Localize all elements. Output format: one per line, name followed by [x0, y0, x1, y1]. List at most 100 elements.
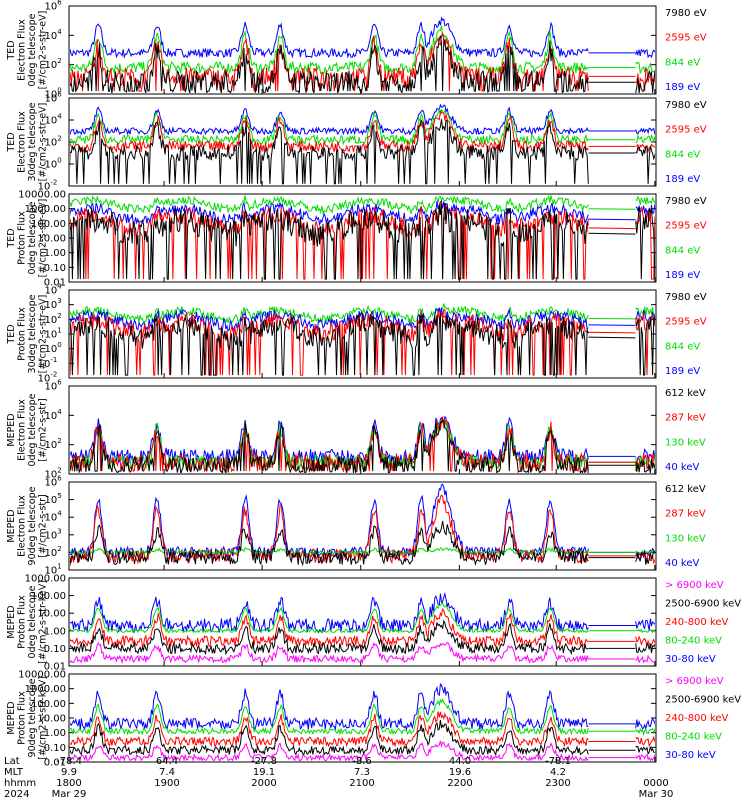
legend-entry: 7980 eV — [665, 292, 707, 303]
series-line-blue — [70, 16, 655, 59]
footer-lat: -8.6 — [352, 756, 372, 767]
footer-mlt: 4.2 — [550, 767, 566, 778]
panel-frame — [68, 577, 657, 667]
y-tick-label: 1000.00 — [25, 574, 66, 585]
y-axis-label: TEDElectron Flux0deg telescope[#/cm2-s-s… — [6, 11, 49, 90]
legend-entry: 612 keV — [665, 388, 706, 399]
footer-lat: -78.1 — [545, 756, 571, 767]
series-line-green — [70, 602, 655, 634]
legend-entry: 844 eV — [665, 245, 700, 256]
legend-entry: 30-80 keV — [665, 750, 716, 761]
y-tick-label: 1.00 — [44, 248, 66, 259]
legend-entry: 80-240 keV — [665, 636, 722, 647]
y-tick-label: 106 — [44, 475, 62, 489]
y-tick-label: 0.10 — [44, 263, 66, 274]
legend-entry: 40 keV — [665, 558, 699, 569]
y-axis-label: MEPEDElectron Flux0deg telescope[#/cm2-s… — [6, 393, 49, 466]
series-line-black — [70, 719, 655, 757]
legend-entry: 240-800 keV — [665, 617, 729, 628]
y-axis-label: MEPEDProton Flux90deg telescope[#/cm2-s-… — [6, 676, 49, 760]
legend-entry: 189 eV — [665, 174, 700, 185]
footer-hhmm: 2200 — [447, 778, 472, 789]
gap-line-blue — [588, 324, 636, 326]
series-line-magenta — [70, 740, 655, 761]
footer-mlt: 19.1 — [253, 767, 275, 778]
series-line-green — [70, 698, 655, 736]
series-line-green — [70, 195, 655, 216]
panel-frame — [68, 481, 657, 571]
legend-entry: 130 keV — [665, 533, 706, 544]
y-tick-label: 1.00 — [44, 626, 66, 637]
legend-entry: 612 keV — [665, 484, 706, 495]
gap-line-red — [588, 227, 636, 230]
series-line-black — [70, 203, 655, 280]
y-axis-label: TEDProton Flux0deg telescope[#/cm2-s-str… — [6, 199, 49, 278]
panel-8: 10000.00 1000.00 100.00 10.00 1.00 0.10 0.01ME… — [6, 670, 741, 769]
legend-entry: 2595 eV — [665, 125, 707, 136]
gap-line-blue — [588, 218, 636, 221]
y-tick-label: 10000.00 — [18, 670, 66, 681]
footer-mlt: 7.4 — [159, 767, 175, 778]
panel-frame — [68, 385, 657, 475]
legend-entry: > 6900 keV — [665, 676, 724, 687]
series-line-blue — [70, 682, 655, 732]
panel-7: 1000.00 100.00 10.00 1.00 0.10 0.01MEPEDProto… — [6, 574, 741, 673]
y-tick-label: 104 — [44, 283, 62, 297]
legend-entry: 130 keV — [665, 437, 706, 448]
y-axis-label: MEPEDElectron Flux90deg telescope[#/cm2-… — [6, 486, 49, 565]
legend-entry: 189 eV — [665, 82, 700, 93]
legend-entry: 240-800 keV — [665, 713, 729, 724]
footer-hhmm: 0000 — [643, 778, 668, 789]
y-tick-label: 0.01 — [44, 662, 66, 673]
footer-row-label: MLT — [4, 767, 24, 778]
footer-row-label: 2024 — [4, 789, 29, 800]
y-axis-label: TEDElectron Flux30deg telescope[#/cm2-s-… — [6, 102, 49, 181]
legend-entry: 7980 eV — [665, 8, 707, 19]
legend-entry: 2595 eV — [665, 33, 707, 44]
footer-hhmm: 2100 — [349, 778, 374, 789]
legend-entry: 844 eV — [665, 341, 700, 352]
series-line-blue — [70, 483, 655, 560]
legend-entry: 844 eV — [665, 57, 700, 68]
legend-entry: 2500-6900 keV — [665, 599, 741, 610]
y-axis-label: MEPEDProton Flux0deg telescope[#/cm2-s-s… — [6, 580, 49, 664]
legend-entry: 80-240 keV — [665, 732, 722, 743]
legend-entry: 2500-6900 keV — [665, 695, 741, 706]
y-tick-label: 0.10 — [44, 743, 66, 754]
footer-date: Mar 30 — [639, 789, 674, 800]
y-tick-label: 10.00 — [37, 714, 66, 725]
footer-lat: 44.0 — [449, 756, 471, 767]
footer-hhmm: 1900 — [154, 778, 179, 789]
footer-hhmm: 2300 — [545, 778, 570, 789]
footer-mlt: 9.9 — [61, 767, 77, 778]
y-tick-label: 100.00 — [31, 591, 66, 602]
gap-line-green — [588, 208, 636, 210]
y-axis-label: TEDProton Flux30deg telescope[#/cm2-s-st… — [6, 294, 49, 373]
y-tick-label: 106 — [44, 379, 62, 393]
legend-entry: > 6900 keV — [665, 580, 724, 591]
y-tick-label: 10.00 — [37, 609, 66, 620]
series-line-blue — [70, 307, 655, 332]
footer-lat: -27.8 — [251, 756, 277, 767]
y-tick-label: 1000.00 — [25, 204, 66, 215]
legend-entry: 287 keV — [665, 413, 706, 424]
gap-line-black — [588, 336, 636, 339]
series-line-black — [70, 419, 655, 473]
series-line-magenta — [70, 641, 655, 665]
y-tick-label: 106 — [44, 0, 62, 13]
legend-entry: 30-80 keV — [665, 654, 716, 665]
legend-entry: 189 eV — [665, 366, 700, 377]
footer-date: Mar 29 — [52, 789, 87, 800]
y-tick-label: 100.00 — [31, 699, 66, 710]
series-line-black — [70, 312, 655, 376]
y-tick-label: 1.00 — [44, 728, 66, 739]
series-line-red — [70, 607, 655, 649]
series-line-black — [70, 520, 655, 567]
